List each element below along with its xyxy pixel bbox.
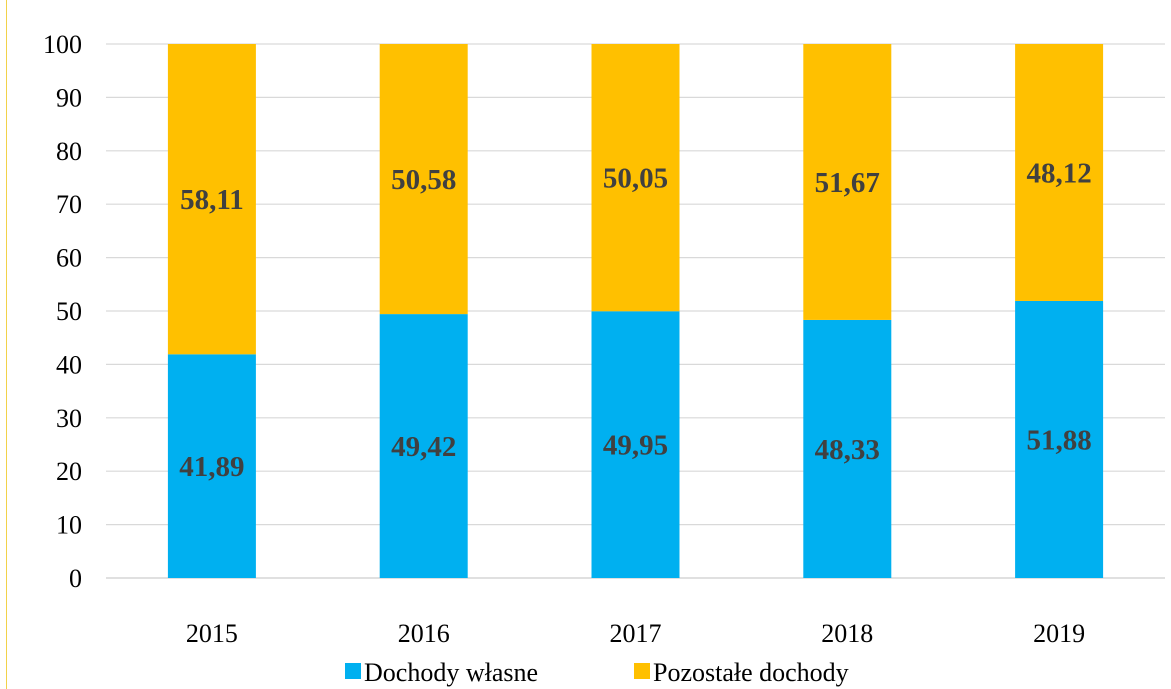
y-tick-label: 30 <box>56 404 82 433</box>
legend-label: Dochody własne <box>364 658 538 687</box>
data-label: 50,58 <box>391 164 456 196</box>
chart-frame-edge <box>6 0 7 689</box>
y-tick-label: 90 <box>56 83 82 112</box>
legend: Dochody własne Pozostałe dochody <box>345 658 849 687</box>
y-tick-label: 50 <box>56 297 82 326</box>
x-axis-ticks: 2015 2016 2017 2018 2019 <box>186 619 1085 648</box>
legend-swatch <box>634 663 650 679</box>
y-tick-label: 0 <box>69 564 82 593</box>
x-tick-label: 2019 <box>1033 619 1085 648</box>
data-label: 51,67 <box>815 167 880 199</box>
x-tick-label: 2018 <box>821 619 873 648</box>
legend-label: Pozostałe dochody <box>653 658 849 687</box>
data-label: 48,33 <box>815 434 880 466</box>
y-tick-label: 80 <box>56 137 82 166</box>
y-axis-ticks: 0 10 20 30 40 50 60 70 80 90 100 <box>43 30 82 593</box>
x-tick-label: 2016 <box>398 619 450 648</box>
bar-segment <box>591 311 680 578</box>
bar-segment <box>803 44 892 320</box>
bar-segment <box>379 314 468 578</box>
data-label: 50,05 <box>603 163 668 195</box>
y-tick-label: 20 <box>56 457 82 486</box>
x-tick-label: 2015 <box>186 619 238 648</box>
y-tick-label: 60 <box>56 244 82 273</box>
bar-segment <box>1015 44 1104 301</box>
data-label: 58,11 <box>180 184 244 216</box>
bars-group: 41,89 58,11 49,42 50,58 49,95 50,05 48,33 51,67… <box>167 44 1104 578</box>
y-tick-label: 100 <box>43 30 82 59</box>
bar-segment <box>803 319 892 578</box>
bar-segment <box>167 354 256 578</box>
data-label: 41,89 <box>179 451 244 483</box>
data-label: 49,42 <box>391 431 456 463</box>
bar-segment <box>1015 300 1104 578</box>
legend-swatch <box>345 663 361 679</box>
y-tick-label: 70 <box>56 190 82 219</box>
y-tick-label: 10 <box>56 511 82 540</box>
x-tick-label: 2017 <box>610 619 662 648</box>
data-label: 51,88 <box>1026 424 1091 456</box>
bar-segment <box>167 44 256 355</box>
data-label: 49,95 <box>603 430 668 462</box>
bar-segment <box>379 44 468 315</box>
y-tick-label: 40 <box>56 350 82 379</box>
bar-segment <box>591 44 680 312</box>
data-label: 48,12 <box>1026 157 1091 189</box>
